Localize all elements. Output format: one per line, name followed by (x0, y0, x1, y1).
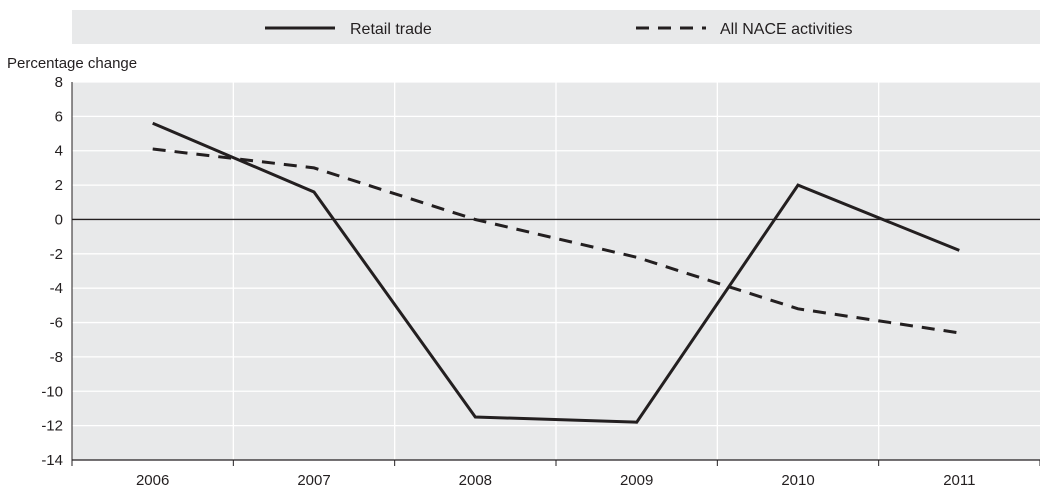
y-tick-label: -4 (50, 280, 63, 297)
y-tick-label: 2 (55, 177, 63, 194)
legend-label: Retail trade (350, 21, 432, 38)
x-tick-label: 2007 (297, 472, 330, 489)
y-tick-label: -6 (50, 315, 63, 332)
y-tick-label: 4 (55, 143, 63, 160)
x-tick-label: 2010 (781, 472, 814, 489)
y-tick-label: -14 (41, 452, 63, 469)
x-tick-label: 2009 (620, 472, 653, 489)
y-tick-label: 0 (55, 211, 63, 228)
y-tick-label: -2 (50, 246, 63, 263)
legend-label: All NACE activities (720, 21, 852, 38)
y-tick-label: -10 (41, 383, 63, 400)
y-tick-label: 6 (55, 108, 63, 125)
y-tick-label: 8 (55, 74, 63, 91)
y-tick-label: -12 (41, 418, 63, 435)
legend-background (72, 10, 1040, 44)
y-axis-label: Percentage change (7, 55, 137, 72)
x-tick-label: 2006 (136, 472, 169, 489)
y-tick-label: -8 (50, 349, 63, 366)
x-tick-label: 2011 (943, 472, 975, 489)
x-tick-label: 2008 (459, 472, 492, 489)
